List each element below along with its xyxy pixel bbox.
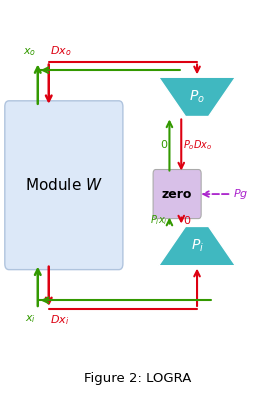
Text: $Dx_i$: $Dx_i$	[50, 313, 69, 327]
Text: $P_ix_i$: $P_ix_i$	[150, 214, 167, 227]
Text: $P_o$: $P_o$	[189, 89, 205, 105]
Polygon shape	[159, 227, 235, 266]
Text: 0: 0	[184, 216, 190, 225]
Text: $x_o$: $x_o$	[23, 46, 36, 58]
Text: Module $W$: Module $W$	[25, 177, 103, 193]
Text: $Pg$: $Pg$	[233, 187, 248, 201]
Text: $x_i$: $x_i$	[25, 313, 36, 325]
Text: $P_oDx_o$: $P_oDx_o$	[184, 138, 213, 152]
Text: zero: zero	[162, 188, 192, 201]
Text: $Dx_o$: $Dx_o$	[50, 44, 72, 58]
Polygon shape	[159, 77, 235, 117]
Text: 0: 0	[160, 140, 167, 150]
FancyBboxPatch shape	[5, 101, 123, 269]
FancyBboxPatch shape	[153, 169, 201, 219]
Text: $P_i$: $P_i$	[190, 238, 204, 254]
Text: Figure 2: LOGRA: Figure 2: LOGRA	[84, 372, 192, 385]
